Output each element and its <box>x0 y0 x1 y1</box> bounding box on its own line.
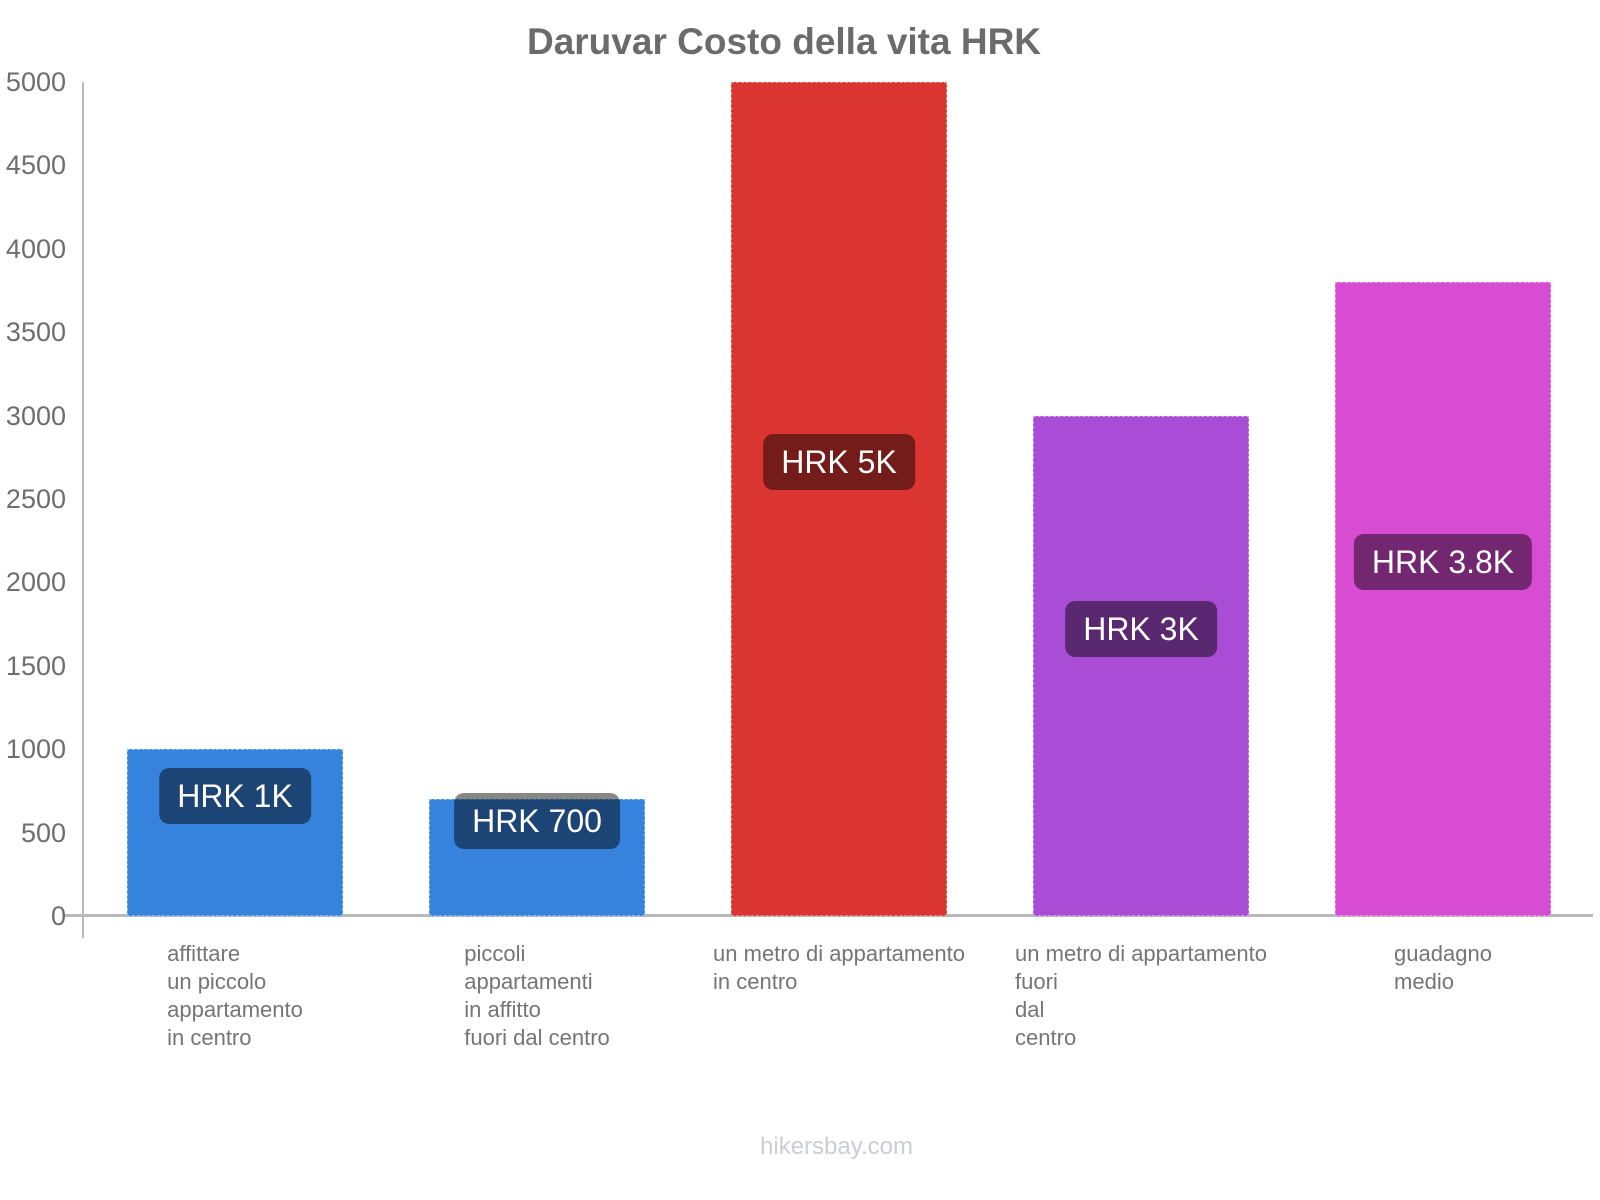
y-tick-label: 1500 <box>5 650 66 681</box>
x-axis-label: piccoli appartamenti in affitto fuori dal c… <box>464 940 610 1052</box>
footer-watermark: hikersbay.com <box>760 1133 913 1160</box>
y-tick-label: 500 <box>20 817 66 848</box>
y-tick-label: 4000 <box>5 233 66 264</box>
bar <box>127 749 343 916</box>
bar <box>1335 282 1551 916</box>
x-axis-label-line: un metro di appartamento <box>713 941 965 966</box>
bar-value-badge: HRK 3K <box>1065 601 1217 657</box>
y-tick-label: 0 <box>50 901 66 931</box>
x-axis-label-line: piccoli <box>464 941 526 966</box>
y-tick-label: 2500 <box>5 484 66 514</box>
bar <box>1033 416 1249 916</box>
x-axis-label-line: centro <box>1015 1025 1077 1050</box>
bar-value-badge: HRK 700 <box>454 792 620 849</box>
y-tick-label: 3500 <box>5 317 66 348</box>
x-axis-label-line: fuori <box>1015 969 1058 994</box>
x-axis-label-line: in centro <box>167 1025 252 1050</box>
x-axis-label-line: appartamenti <box>464 969 593 994</box>
bar-value-badge: HRK 1K <box>159 767 311 824</box>
y-tick-label: 1000 <box>5 734 66 765</box>
x-axis-label-line: un metro di appartamento <box>1015 941 1267 966</box>
y-tick-label: 3000 <box>5 400 66 431</box>
x-axis-label-line: medio <box>1394 969 1454 994</box>
y-tick-label: 4500 <box>5 150 66 181</box>
x-axis-label-line: dal <box>1015 997 1045 1022</box>
x-axis-label: un metro di appartamento in centro <box>713 940 965 996</box>
x-axis-label-line: in affitto <box>464 997 541 1022</box>
x-axis-label: un metro di appartamento fuori dal centro <box>1015 940 1267 1052</box>
bar <box>429 799 645 916</box>
x-axis-label: guadagno medio <box>1394 940 1492 996</box>
x-axis-label-line: affittare <box>167 941 241 966</box>
y-tick-label: 5000 <box>5 67 66 97</box>
x-axis-label-line: in centro <box>713 969 798 994</box>
bar-value-badge: HRK 3.8K <box>1353 534 1533 590</box>
chart-title: Daruvar Costo della vita HRK <box>526 21 1042 62</box>
x-axis-label-line: appartamento <box>167 997 303 1022</box>
x-axis-label-line: guadagno <box>1394 941 1492 966</box>
x-axis-label: affittare un piccolo appartamento in centro <box>167 940 303 1052</box>
y-axis-line <box>82 82 84 938</box>
x-axis-label-line: un piccolo <box>167 969 267 994</box>
bar <box>731 82 947 916</box>
bar-value-badge: HRK 5K <box>763 434 915 490</box>
x-axis-label-line: fuori dal centro <box>464 1025 610 1050</box>
y-tick-label: 2000 <box>5 567 66 598</box>
